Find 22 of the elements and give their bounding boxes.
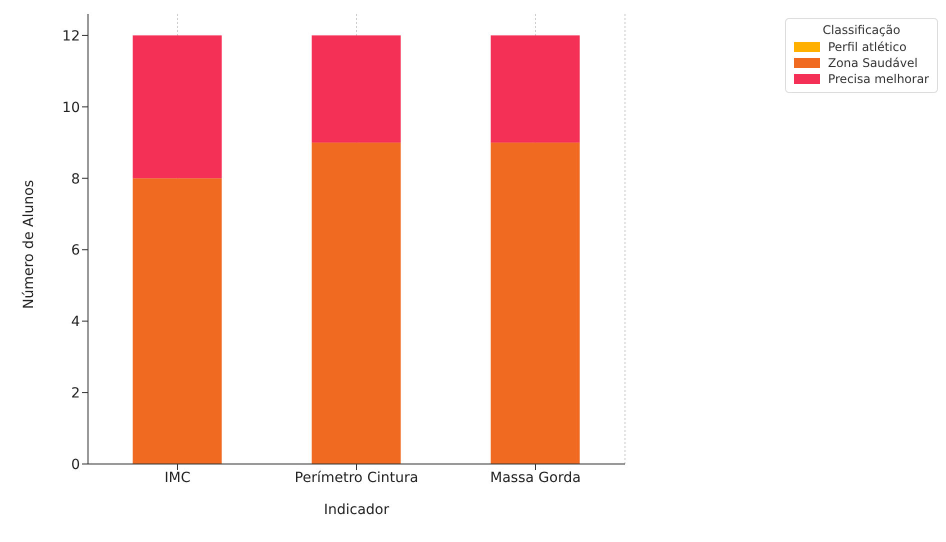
bar (132, 35, 222, 178)
y-tick-label: 12 (62, 28, 80, 44)
y-tick-label: 4 (71, 314, 80, 330)
x-tick-label: IMC (164, 470, 191, 486)
legend-label: Zona Saudável (828, 56, 918, 70)
y-tick-label: 8 (71, 171, 80, 188)
legend-label: Precisa melhorar (828, 72, 929, 86)
legend-title: Classificação (822, 23, 902, 37)
legend-label: Perfil atlético (828, 40, 907, 54)
bar (490, 142, 580, 464)
bar (312, 142, 401, 464)
x-tick-label: Massa Gorda (490, 470, 581, 486)
bar (132, 178, 222, 464)
y-axis-title: Número de Alunos (20, 180, 37, 309)
bar (490, 35, 580, 143)
x-axis-title: Indicador (324, 502, 390, 518)
y-tick-label: 0 (71, 456, 80, 473)
x-tick-label: Perímetro Cintura (294, 470, 418, 486)
y-tick-label: 10 (62, 100, 80, 116)
bar (312, 35, 401, 143)
y-tick-label: 2 (71, 386, 80, 402)
y-tick-label: 6 (71, 242, 80, 259)
